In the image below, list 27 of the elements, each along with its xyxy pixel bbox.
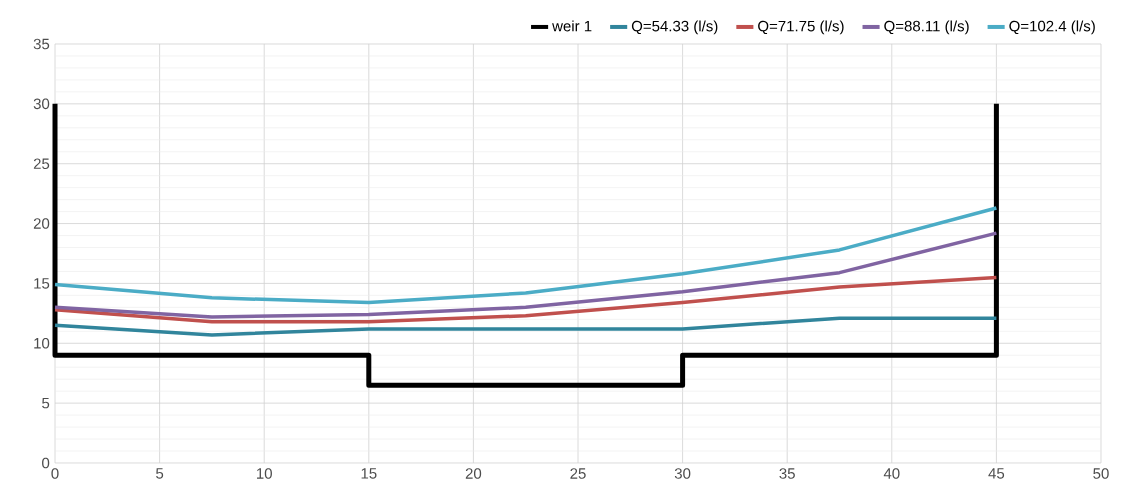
legend-label: Q=71.75 (l/s) xyxy=(758,20,844,35)
x-tick-label: 0 xyxy=(51,468,59,479)
x-tick-label: 35 xyxy=(779,468,795,479)
x-tick-label: 25 xyxy=(570,468,586,479)
x-tick-label: 30 xyxy=(674,468,691,479)
x-tick-label: 15 xyxy=(361,468,377,479)
x-tick-label: 50 xyxy=(1093,468,1109,479)
y-tick-label: 25 xyxy=(33,158,50,170)
y-tick-label: 0 xyxy=(42,457,50,469)
line-series xyxy=(53,231,999,319)
x-tick-label: 40 xyxy=(883,468,900,479)
x-tick-label: 20 xyxy=(465,468,482,479)
x-tick-label: 5 xyxy=(156,468,164,479)
x-tick-label: 10 xyxy=(257,468,272,479)
line-series xyxy=(53,206,999,305)
legend-label: Q=102.4 (l/s) xyxy=(1009,20,1095,35)
line-series xyxy=(53,275,999,324)
legend-label: weir 1 xyxy=(552,20,592,32)
y-tick-label: 15 xyxy=(34,278,50,289)
y-tick-label: 5 xyxy=(42,397,50,409)
legend-label: Q=88.11 (l/s) xyxy=(884,20,969,35)
y-tick-label: 35 xyxy=(33,38,50,50)
legend-label: Q=54.33 (l/s) xyxy=(631,20,718,35)
y-tick-label: 10 xyxy=(34,337,50,349)
y-tick-label: 30 xyxy=(33,98,50,110)
y-tick-label: 20 xyxy=(33,218,50,229)
x-tick-label: 45 xyxy=(988,468,1005,479)
